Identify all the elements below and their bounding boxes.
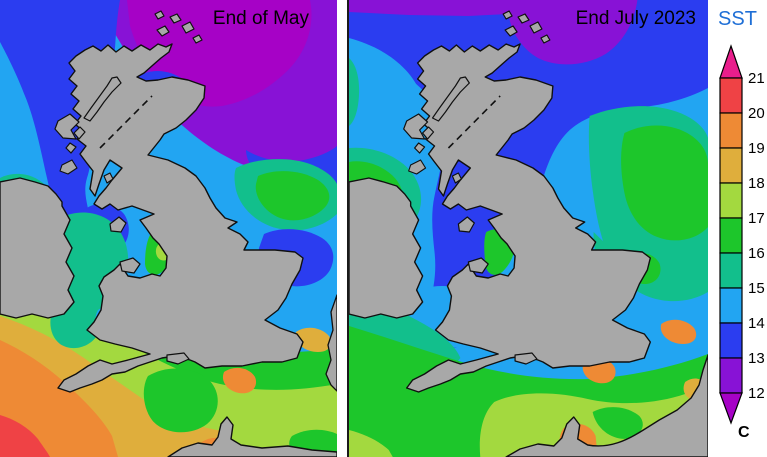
colorbar-segment: [719, 287, 743, 324]
colorbar-segment: [719, 182, 743, 219]
colorbar-unit-label: C: [738, 424, 750, 441]
colorbar-segment: [719, 357, 743, 394]
sst-region: [349, 430, 393, 457]
sst-region: [349, 58, 360, 126]
sst-map-may: [0, 0, 337, 457]
colorbar-segment: [719, 217, 743, 254]
colorbar-segment: [719, 322, 743, 359]
colorbar-segment: [719, 77, 743, 114]
map-title-july: End July 2023: [575, 8, 696, 29]
colorbar-tick-label: 17: [748, 210, 765, 227]
colorbar-segment: [719, 252, 743, 289]
colorbar-tick-label: 19: [748, 140, 765, 157]
colorbar-tick-label: 16: [748, 245, 765, 262]
sst-map-july: [349, 0, 708, 457]
map-title-may: End of May: [212, 8, 309, 29]
panel-end-july-2023: End July 2023: [347, 0, 710, 457]
sst-region: [0, 415, 50, 457]
sst-region: [349, 38, 428, 179]
colorbar-tick-label: 20: [748, 105, 765, 122]
colorbar-tick-label: 21: [748, 70, 765, 87]
colorbar-tick-label: 13: [748, 350, 765, 367]
colorbar-arrow-above: [719, 44, 743, 79]
france-coastline-july: [505, 354, 708, 457]
sst-region: [222, 367, 257, 394]
sst-region: [0, 340, 118, 457]
colorbar-tick-label: 18: [748, 175, 765, 192]
sst-region: [295, 327, 332, 352]
sst-region: [349, 0, 638, 65]
colorbar-tick-label: 12: [748, 385, 765, 402]
france-coastline-may: [167, 416, 337, 457]
calais-coast-sliver: [325, 294, 337, 392]
panel-end-of-may: End of May: [0, 0, 337, 457]
colorbar-title: SST: [718, 8, 757, 30]
sst-colorbar: 21 20 19 18 17 16 15 14 13 12: [719, 44, 765, 425]
sst-regions-may: [0, 0, 337, 457]
sst-region: [660, 319, 697, 344]
colorbar-segment: [719, 147, 743, 184]
sst-region: [621, 125, 708, 241]
colorbar-tick-label: 14: [748, 315, 765, 332]
colorbar-segment: [719, 112, 743, 149]
sst-region: [255, 171, 330, 221]
colorbar-arrow-below: [719, 392, 743, 425]
colorbar-zone: SST 21 20 19 18 17 16 15 14 13 12 C: [708, 0, 767, 457]
colorbar-tick-label: 15: [748, 280, 765, 297]
sst-region: [143, 368, 218, 433]
sst-region: [592, 407, 643, 439]
